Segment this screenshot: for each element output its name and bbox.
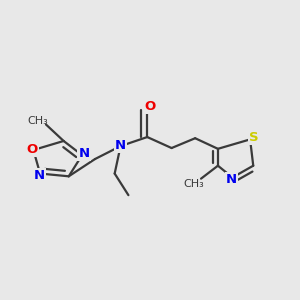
Text: N: N bbox=[115, 139, 126, 152]
Text: O: O bbox=[144, 100, 155, 113]
Text: O: O bbox=[27, 143, 38, 156]
Text: CH₃: CH₃ bbox=[27, 116, 48, 126]
Text: N: N bbox=[34, 169, 45, 182]
Text: S: S bbox=[249, 130, 259, 143]
Text: CH₃: CH₃ bbox=[184, 179, 204, 189]
Text: N: N bbox=[226, 173, 237, 186]
Text: N: N bbox=[79, 147, 90, 161]
